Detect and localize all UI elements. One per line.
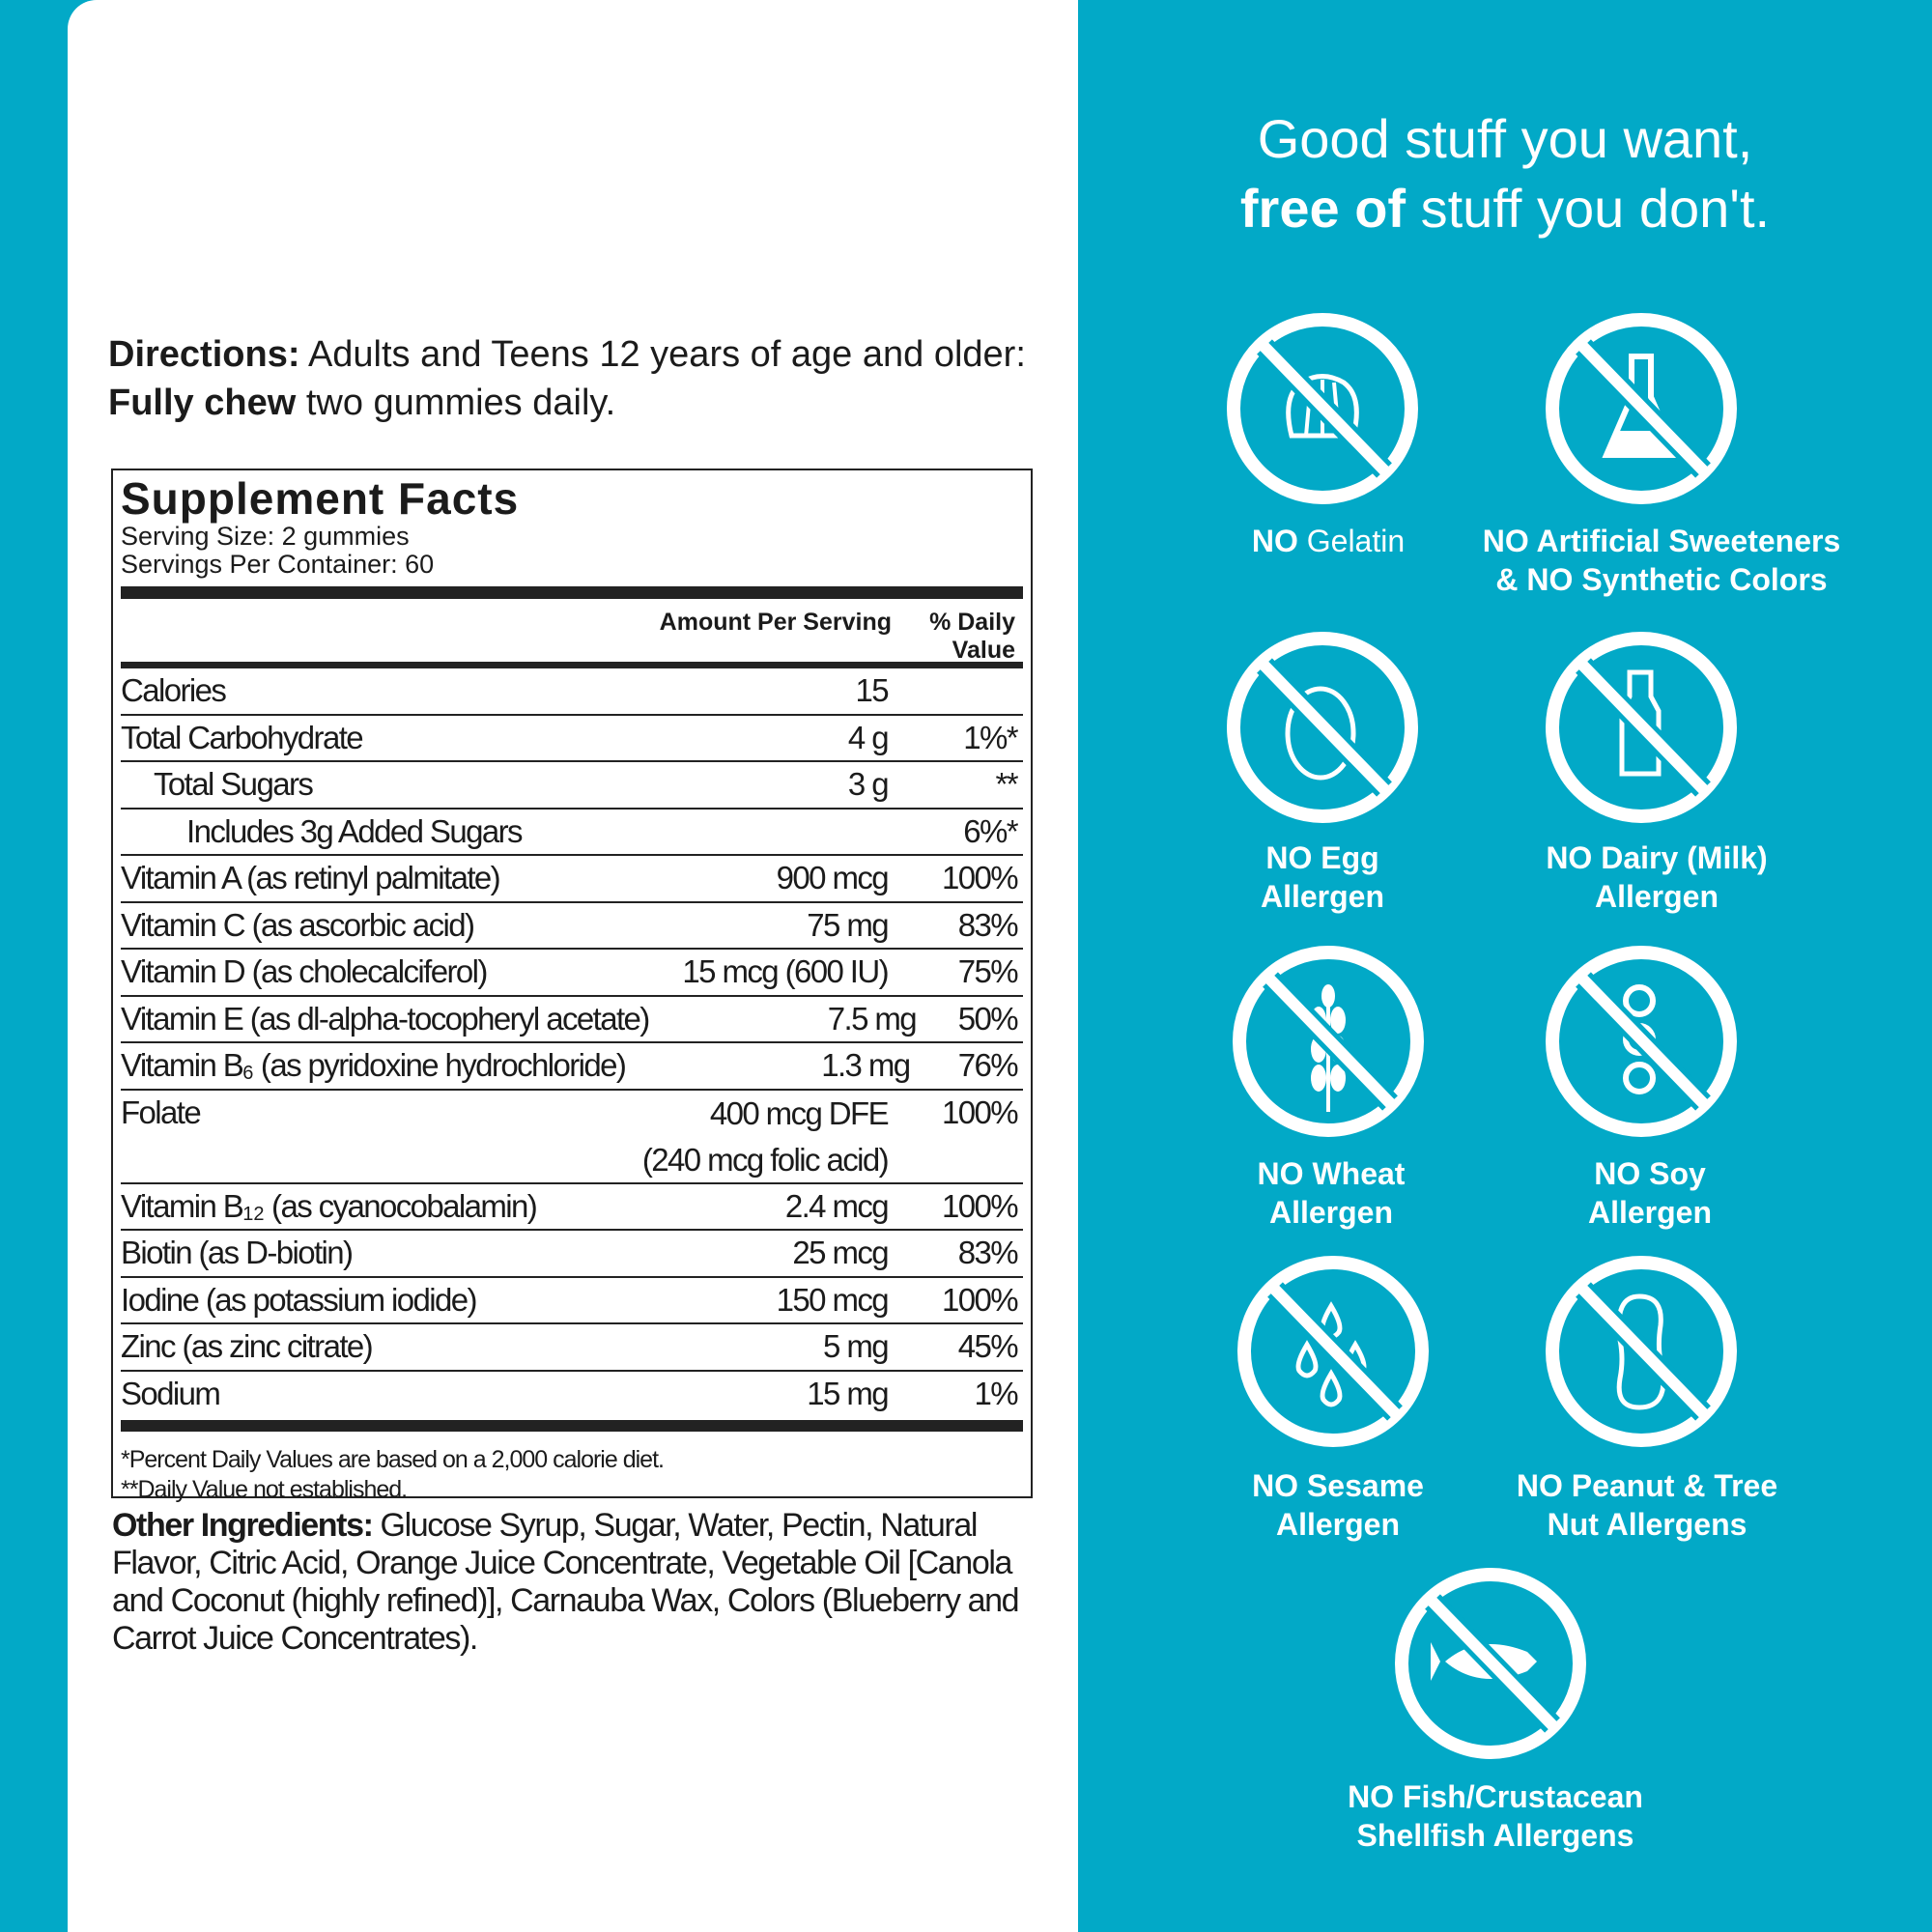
daily-value: 83% bbox=[957, 1235, 1019, 1270]
amount: 400 mcg DFE (240 mcg folic acid) bbox=[641, 1094, 890, 1178]
facts-row: Total Carbohydrate 4 g 1%* bbox=[121, 716, 1023, 762]
badge-label: NO Peanut & Tree Nut Allergens bbox=[1516, 1468, 1778, 1542]
daily-value: 100% bbox=[941, 1094, 1019, 1130]
facts-header: Amount Per Serving % Daily Value bbox=[121, 599, 1023, 664]
nutrient-name: Vitamin A (as retinyl palmitate) bbox=[121, 860, 501, 895]
amount: 75 mg bbox=[807, 906, 889, 943]
nutrient-name: Vitamin E (as dl-alpha-tocopheryl acetat… bbox=[121, 1000, 650, 1037]
milk-bottle-icon bbox=[1543, 629, 1740, 826]
nutrient-name: Vitamin B12 (as cyanocobalamin) bbox=[121, 1187, 538, 1225]
daily-value: 83% bbox=[957, 906, 1019, 943]
facts-row: Vitamin B12 (as cyanocobalamin) 2.4 mcg 10… bbox=[121, 1184, 1023, 1231]
daily-value: 100% bbox=[941, 1281, 1019, 1318]
facts-row: Biotin (as D-biotin) 25 mcg 83% bbox=[121, 1231, 1023, 1278]
directions: Directions: Adults and Teens 12 years of… bbox=[108, 334, 1026, 423]
facts-row: Total Sugars 3 g ** bbox=[121, 762, 1023, 810]
wheat-icon bbox=[1230, 943, 1427, 1140]
daily-value: 1% bbox=[974, 1375, 1019, 1411]
facts-row: Vitamin A (as retinyl palmitate) 900 mcg 1… bbox=[121, 856, 1023, 903]
facts-row: Zinc (as zinc citrate) 5 mg 45% bbox=[121, 1324, 1023, 1372]
badge-label: NO Dairy (Milk) Allergen bbox=[1546, 840, 1768, 914]
badge-label: NO Fish/Crustacean Shellfish Allergens bbox=[1348, 1779, 1643, 1853]
facts-row: Folate 400 mcg DFE (240 mcg folic acid) 10… bbox=[121, 1091, 1023, 1184]
footnote: **Daily Value not established. bbox=[121, 1476, 408, 1503]
nutrient-name: Includes 3g Added Sugars bbox=[186, 812, 523, 849]
nutrient-name: Vitamin B6 (as pyridoxine hydrochloride) bbox=[121, 1047, 627, 1084]
daily-value: 100% bbox=[941, 860, 1019, 895]
daily-value: 45% bbox=[957, 1328, 1019, 1364]
facts-row: Calories 15 bbox=[121, 668, 1023, 716]
other-ingredients: Other Ingredients: Glucose Syrup, Sugar,… bbox=[112, 1507, 1020, 1657]
facts-row: Vitamin D (as cholecalciferol) 15 mcg (60… bbox=[121, 950, 1023, 997]
nutrient-name: Vitamin C (as ascorbic acid) bbox=[121, 906, 475, 943]
amount: 1.3 mg bbox=[821, 1047, 911, 1083]
badge-label: NO Soy Allergen bbox=[1587, 1156, 1713, 1230]
daily-value: 76% bbox=[957, 1047, 1019, 1083]
facts-row: Vitamin C (as ascorbic acid) 75 mg 83% bbox=[121, 903, 1023, 950]
nutrient-name: Iodine (as potassium iodide) bbox=[121, 1281, 478, 1318]
daily-value: 50% bbox=[957, 1000, 1019, 1037]
daily-value: 6%* bbox=[963, 812, 1018, 849]
amount: 900 mcg bbox=[776, 860, 890, 895]
nutrient-name: Vitamin D (as cholecalciferol) bbox=[121, 953, 488, 989]
nutrient-name: Total Sugars bbox=[154, 766, 314, 802]
facts-row: Iodine (as potassium iodide) 150 mcg 100% bbox=[121, 1278, 1023, 1324]
divider bbox=[121, 586, 1023, 599]
footnote: *Percent Daily Values are based on a 2,0… bbox=[121, 1446, 665, 1473]
col-amount: Amount Per Serving bbox=[659, 609, 892, 636]
badge-label: NO Sesame Allergen bbox=[1252, 1468, 1424, 1542]
amount: 15 mcg (600 IU) bbox=[682, 953, 889, 989]
sesame-icon bbox=[1235, 1253, 1432, 1450]
daily-value: 75% bbox=[957, 953, 1019, 989]
badge-label: NO Artificial Sweeteners & NO Synthetic C… bbox=[1482, 524, 1841, 597]
facts-row: Vitamin E (as dl-alpha-tocopheryl acetat… bbox=[121, 997, 1023, 1043]
amount: 15 mg bbox=[807, 1375, 889, 1411]
amount: 25 mcg bbox=[792, 1235, 889, 1270]
egg-icon bbox=[1224, 629, 1421, 826]
amount: 5 mg bbox=[823, 1328, 890, 1364]
supplement-facts: Supplement Facts Serving Size: 2 gummies… bbox=[111, 469, 1033, 1503]
daily-value: ** bbox=[995, 766, 1019, 802]
flask-icon bbox=[1543, 310, 1740, 507]
gelatin-icon bbox=[1224, 310, 1421, 507]
amount: 2.4 mcg bbox=[784, 1187, 890, 1224]
nutrient-name: Sodium bbox=[121, 1375, 221, 1411]
daily-value: 100% bbox=[941, 1187, 1019, 1224]
nutrient-name: Zinc (as zinc citrate) bbox=[121, 1328, 374, 1364]
nutrient-name: Folate bbox=[121, 1094, 202, 1130]
serving-size: Serving Size: 2 gummies bbox=[121, 522, 410, 551]
facts-row: Vitamin B6 (as pyridoxine hydrochloride)… bbox=[121, 1043, 1023, 1091]
servings-per-container: Servings Per Container: 60 bbox=[121, 550, 435, 579]
badge-label: NO Gelatin bbox=[1251, 524, 1406, 558]
col-dv: % Daily Value bbox=[929, 609, 1015, 664]
daily-value: 1%* bbox=[963, 719, 1018, 755]
nutrient-name: Biotin (as D-biotin) bbox=[121, 1235, 354, 1270]
amount: 3 g bbox=[847, 766, 890, 802]
divider bbox=[121, 1420, 1023, 1432]
soy-icon bbox=[1543, 943, 1740, 1140]
badge-label: NO Wheat Allergen bbox=[1257, 1156, 1406, 1230]
amount: 4 g bbox=[847, 719, 890, 755]
peanut-icon bbox=[1543, 1253, 1740, 1450]
nutrient-name: Calories bbox=[121, 672, 227, 708]
divider bbox=[121, 662, 1023, 668]
amount: 150 mcg bbox=[776, 1281, 890, 1318]
badge-label: NO Egg Allergen bbox=[1260, 840, 1385, 914]
nutrient-name: Total Carbohydrate bbox=[121, 719, 364, 755]
facts-row: Includes 3g Added Sugars 6%* bbox=[121, 810, 1023, 856]
facts-title: Supplement Facts bbox=[121, 473, 520, 524]
facts-row: Sodium 15 mg 1% bbox=[121, 1372, 1023, 1419]
amount: 7.5 mg bbox=[827, 1000, 918, 1037]
fish-icon bbox=[1392, 1565, 1589, 1762]
headline: Good stuff you want, free of stuff you d… bbox=[1239, 108, 1771, 239]
amount: 15 bbox=[855, 672, 889, 708]
label-panel bbox=[68, 0, 1078, 1932]
